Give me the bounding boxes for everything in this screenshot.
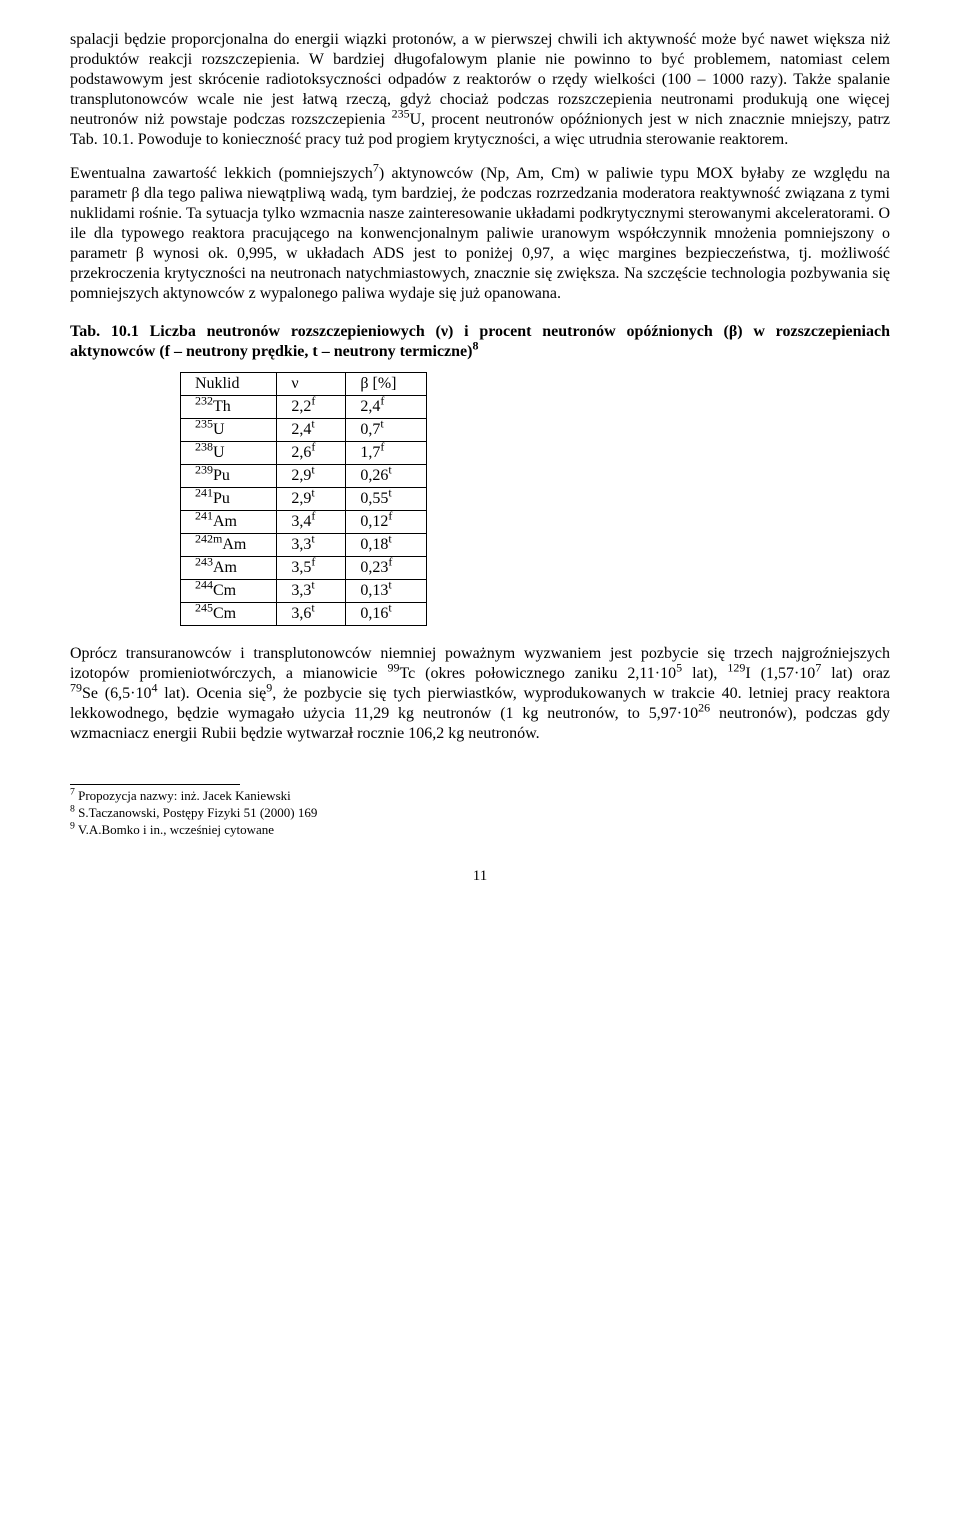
cell-nuklid: 239Pu	[181, 465, 277, 488]
footnote-text: S.Taczanowski, Postępy Fizyki 51 (2000) …	[75, 805, 317, 820]
text: I (1,57·10	[745, 665, 815, 682]
footnotes: 7 Propozycja nazwy: inż. Jacek Kaniewski…	[70, 788, 890, 839]
text: lat) oraz	[821, 665, 890, 682]
page-number: 11	[70, 867, 890, 886]
footnote-text: V.A.Bomko i in., wcześniej cytowane	[75, 822, 274, 837]
text: lat). Ocenia się	[157, 685, 266, 702]
mass-number: 79	[70, 681, 82, 695]
table-row: 244Cm3,3t0,13t	[181, 580, 427, 603]
table-row: 232Th2,2f2,4f	[181, 396, 427, 419]
table-row: 238U2,6f1,7f	[181, 442, 427, 465]
cell-nuklid: 232Th	[181, 396, 277, 419]
cell-nu: 2,9t	[277, 465, 346, 488]
table-row: 235U2,4t0,7t	[181, 419, 427, 442]
cell-nu: 3,3t	[277, 580, 346, 603]
cell-nu: 2,6f	[277, 442, 346, 465]
cell-beta: 0,26t	[346, 465, 427, 488]
table-header-row: Nuklid ν β [%]	[181, 373, 427, 396]
paragraph-3: Oprócz transuranowców i transplutonowców…	[70, 644, 890, 744]
footnote-9: 9 V.A.Bomko i in., wcześniej cytowane	[70, 822, 890, 839]
cell-nuklid: 241Pu	[181, 488, 277, 511]
table-title: Tab. 10.1 Liczba neutronów rozszczepieni…	[70, 322, 890, 362]
exp: 26	[698, 701, 710, 715]
cell-nu: 2,2f	[277, 396, 346, 419]
paragraph-1: spalacji będzie proporcjonalna do energi…	[70, 30, 890, 150]
text: lat),	[682, 665, 727, 682]
cell-beta: 0,55t	[346, 488, 427, 511]
footnote-ref-8: 8	[472, 339, 478, 353]
table-row: 239Pu2,9t0,26t	[181, 465, 427, 488]
text: Se (6,5·10	[82, 685, 151, 702]
cell-beta: 0,7t	[346, 419, 427, 442]
cell-nuklid: 238U	[181, 442, 277, 465]
cell-nuklid: 235U	[181, 419, 277, 442]
cell-nu: 3,3t	[277, 534, 346, 557]
cell-beta: 0,12f	[346, 511, 427, 534]
cell-nuklid: 244Cm	[181, 580, 277, 603]
mass-number: 99	[387, 661, 399, 675]
cell-nuklid: 241Am	[181, 511, 277, 534]
cell-beta: 1,7f	[346, 442, 427, 465]
text: Tab. 10.1 Liczba neutronów rozszczepieni…	[70, 323, 890, 360]
col-beta: β [%]	[346, 373, 427, 396]
table-row: 245Cm3,6t0,16t	[181, 603, 427, 626]
cell-beta: 0,16t	[346, 603, 427, 626]
text: ) aktynowców (Np, Am, Cm) w paliwie typu…	[70, 165, 890, 302]
table-row: 241Am3,4f0,12f	[181, 511, 427, 534]
text: Ewentualna zawartość lekkich (pomniejszy…	[70, 165, 373, 182]
cell-nuklid: 243Am	[181, 557, 277, 580]
mass-number: 129	[727, 661, 745, 675]
footnote-7: 7 Propozycja nazwy: inż. Jacek Kaniewski	[70, 788, 890, 805]
cell-nuklid: 245Cm	[181, 603, 277, 626]
cell-nu: 3,6t	[277, 603, 346, 626]
footnote-text: Propozycja nazwy: inż. Jacek Kaniewski	[75, 788, 291, 803]
cell-nu: 2,4t	[277, 419, 346, 442]
footnote-separator	[70, 784, 240, 785]
cell-nu: 2,9t	[277, 488, 346, 511]
cell-nu: 3,4f	[277, 511, 346, 534]
table-row: 241Pu2,9t0,55t	[181, 488, 427, 511]
col-nuklid: Nuklid	[181, 373, 277, 396]
actinide-table: Nuklid ν β [%] 232Th2,2f2,4f235U2,4t0,7t…	[180, 372, 427, 626]
footnote-8: 8 S.Taczanowski, Postępy Fizyki 51 (2000…	[70, 805, 890, 822]
cell-nu: 3,5f	[277, 557, 346, 580]
cell-beta: 0,13t	[346, 580, 427, 603]
table-row: 243Am3,5f0,23f	[181, 557, 427, 580]
col-nu: ν	[277, 373, 346, 396]
cell-beta: 0,18t	[346, 534, 427, 557]
text: Tc (okres połowicznego zaniku 2,11·10	[399, 665, 676, 682]
cell-beta: 0,23f	[346, 557, 427, 580]
cell-nuklid: 242mAm	[181, 534, 277, 557]
mass-number: 235	[392, 107, 410, 121]
table-row: 242mAm3,3t0,18t	[181, 534, 427, 557]
paragraph-2: Ewentualna zawartość lekkich (pomniejszy…	[70, 164, 890, 304]
cell-beta: 2,4f	[346, 396, 427, 419]
